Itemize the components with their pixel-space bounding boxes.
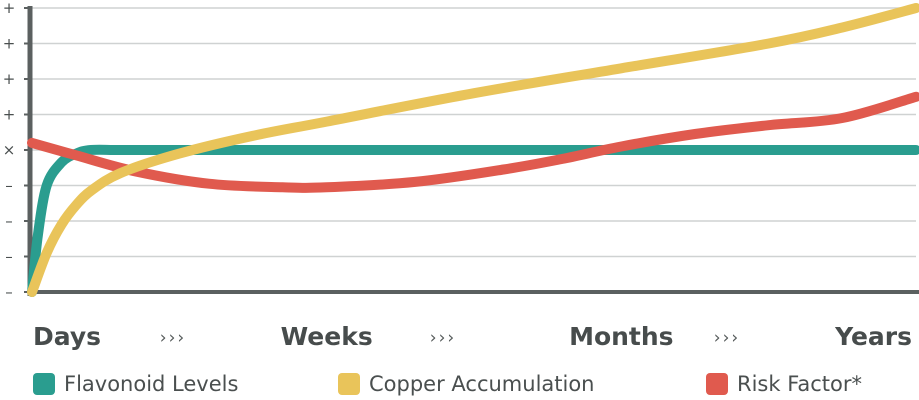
chart: + + + + × – – – – Days Weeks Months Years ››› ››› ››› <box>3 0 919 351</box>
y-tick-label: – <box>5 212 13 230</box>
y-tick-label: + <box>3 0 16 17</box>
x-category-separator: ››› <box>714 328 740 348</box>
legend-label-risk-factor: Risk Factor* <box>737 372 862 396</box>
series-lines <box>27 3 919 297</box>
legend-label-copper-accumulation: Copper Accumulation <box>369 372 595 396</box>
y-tick-label: – <box>5 283 13 301</box>
x-category-separator: ››› <box>430 328 456 348</box>
legend-swatch-risk-factor <box>706 373 728 395</box>
legend-item-flavonoid-levels: Flavonoid Levels <box>33 370 238 398</box>
y-tick-label: – <box>5 177 13 195</box>
y-tick-label: + <box>3 70 16 88</box>
x-category-label: Weeks <box>281 322 373 351</box>
x-category-label: Years <box>834 322 912 351</box>
series-line-risk-factor <box>27 91 919 193</box>
x-category-separator: ››› <box>160 328 186 348</box>
y-tick-label: × <box>3 141 16 159</box>
legend-label-flavonoid-levels: Flavonoid Levels <box>64 372 239 396</box>
x-category-label: Days <box>33 322 101 351</box>
legend-swatch-flavonoid-levels <box>33 373 55 395</box>
legend-item-risk-factor: Risk Factor* <box>706 370 862 398</box>
y-tick-label: + <box>3 106 16 124</box>
x-category-label: Months <box>569 322 673 351</box>
y-tick-label: + <box>3 35 16 53</box>
legend-swatch-copper-accumulation <box>338 373 360 395</box>
legend-item-copper-accumulation: Copper Accumulation <box>338 370 595 398</box>
x-axis-categories: Days Weeks Months Years ››› ››› ››› <box>33 322 912 351</box>
y-tick-label: – <box>5 248 13 266</box>
series-line-copper-accumulation <box>27 3 919 297</box>
